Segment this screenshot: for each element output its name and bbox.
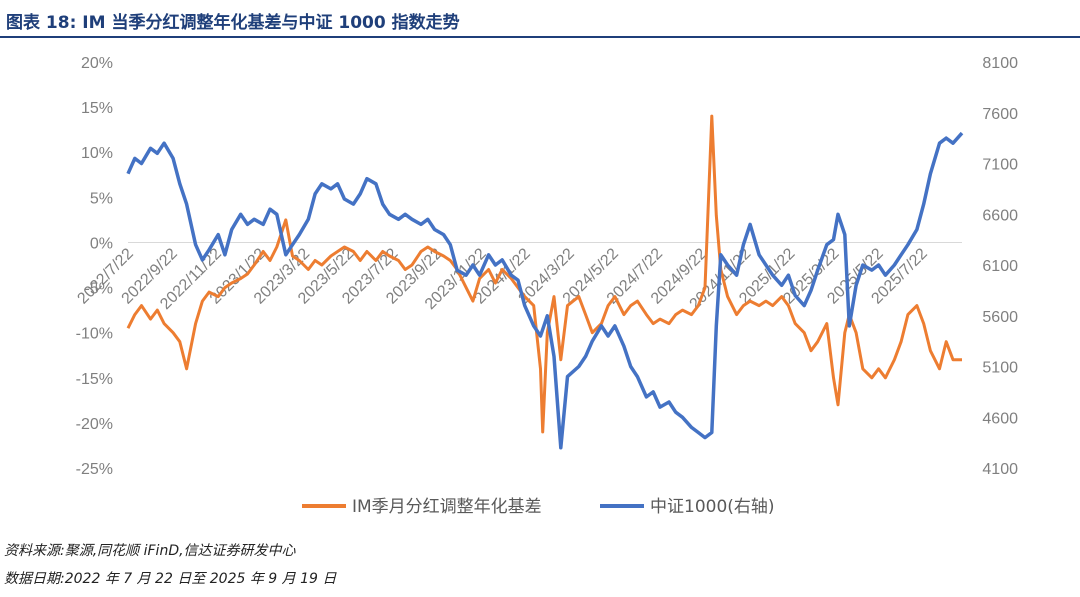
left-y-axis: 20% 15% 10% 5% 0% -5% -10% -15% -20% -25% (76, 55, 113, 478)
right-tick-label: 6100 (982, 258, 1018, 275)
right-tick-label: 5100 (982, 360, 1018, 377)
left-tick-label: -20% (76, 416, 113, 433)
chart-svg: 20% 15% 10% 5% 0% -5% -10% -15% -20% -25% 8100 760… (74, 55, 1018, 517)
right-tick-label: 7100 (982, 157, 1018, 174)
chart-title: 图表 18: IM 当季分红调整年化基差与中证 1000 指数走势 (6, 13, 460, 33)
left-tick-label: -5% (85, 281, 113, 298)
left-tick-label: 10% (81, 145, 113, 162)
right-tick-label: 8100 (982, 55, 1018, 72)
legend-label: 中证1000(右轴) (650, 497, 775, 517)
right-tick-label: 4100 (982, 461, 1018, 478)
right-y-axis: 8100 7600 7100 6600 6100 5600 5100 4600 4100 (982, 55, 1018, 478)
right-tick-label: 7600 (982, 106, 1018, 123)
legend-label: IM季月分红调整年化基差 (352, 497, 542, 517)
right-tick-label: 5600 (982, 309, 1018, 326)
left-tick-label: -15% (76, 371, 113, 388)
left-tick-label: -10% (76, 326, 113, 343)
series-layer (126, 114, 964, 450)
date-note: 数据日期:2022 年 7 月 22 日至 2025 年 9 月 19 日 (4, 571, 337, 587)
left-tick-label: -25% (76, 461, 113, 478)
left-tick-label: 15% (81, 100, 113, 117)
right-tick-label: 4600 (982, 410, 1018, 427)
left-tick-label: 5% (90, 190, 113, 207)
left-tick-label: 0% (90, 235, 113, 252)
right-tick-label: 6600 (982, 207, 1018, 224)
basis-series-line (126, 114, 962, 434)
source-note: 资料来源:聚源,同花顺 iFinD,信达证券研发中心 (4, 543, 296, 559)
csi1000-series-line (126, 131, 964, 450)
legend: IM季月分红调整年化基差 中证1000(右轴) (302, 497, 775, 517)
title-divider (0, 36, 1080, 38)
left-tick-label: 20% (81, 55, 113, 72)
